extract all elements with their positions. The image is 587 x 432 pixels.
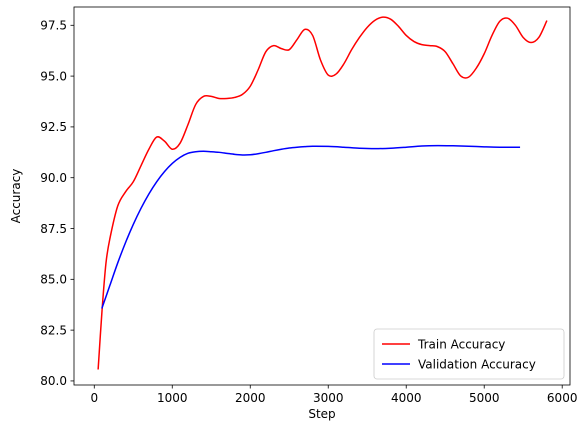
legend-label-validation-accuracy: Validation Accuracy (418, 357, 536, 371)
x-axis: 0 1000 2000 3000 4000 5000 6000 (90, 385, 577, 405)
y-tick-label: 90.0 (40, 171, 67, 185)
y-tick-label: 92.5 (40, 120, 67, 134)
y-tick-label: 82.5 (40, 323, 67, 337)
x-tick-label: 4000 (391, 391, 422, 405)
series-line-train-accuracy (97, 16, 548, 370)
legend-box (373, 328, 565, 380)
y-axis-label: Accuracy (9, 169, 23, 224)
series-line-validation-accuracy (101, 144, 521, 309)
y-tick-label: 87.5 (40, 222, 67, 236)
axes-frame (73, 6, 571, 386)
y-tick-label: 95.0 (40, 69, 67, 83)
y-tick-label: 85.0 (40, 273, 67, 287)
x-tick-label: 5000 (469, 391, 500, 405)
legend-label-train-accuracy: Train Accuracy (417, 337, 505, 351)
plot-area (73, 6, 571, 386)
x-tick-label: 0 (90, 391, 98, 405)
x-tick-label: 2000 (235, 391, 266, 405)
x-tick-label: 6000 (547, 391, 578, 405)
x-axis-label: Step (308, 407, 335, 421)
y-tick-label: 97.5 (40, 19, 67, 33)
y-axis: 80.0 82.5 85.0 87.5 90.0 92.5 95.0 97.5 (40, 19, 74, 388)
legend: Train Accuracy Validation Accuracy (373, 328, 565, 380)
x-tick-label: 3000 (313, 391, 344, 405)
x-tick-label: 1000 (157, 391, 188, 405)
y-tick-label: 80.0 (40, 374, 67, 388)
